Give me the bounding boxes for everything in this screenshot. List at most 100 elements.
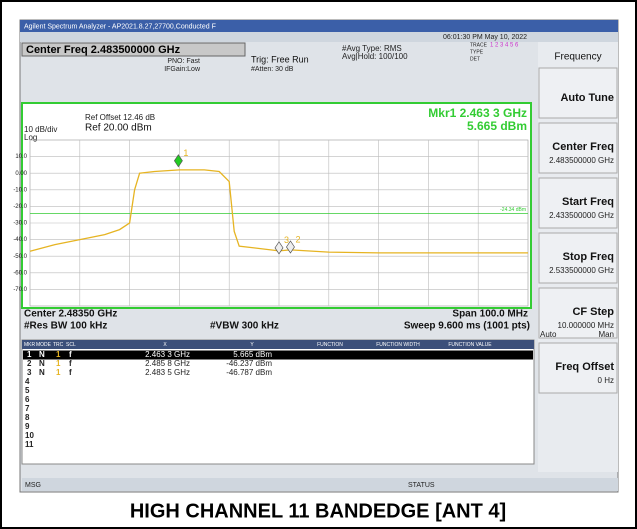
cell-x: 2.463 3 GHz [145,350,190,359]
cell-y: -46.237 dBm [226,359,272,368]
ref-offset: Ref Offset 12.46 dB [85,113,155,122]
label: Stop Freq [563,251,614,263]
table-header: FUNCTION [317,342,343,348]
table-header: TRC [53,342,64,348]
y-tick-label: -30.0 [13,221,27,227]
marker-table [21,339,535,465]
label: Auto Tune [560,92,614,104]
center-freq: Center Freq 2.483500000 GHz [26,44,181,56]
window-title: Agilent Spectrum Analyzer - AP2021.8.27,… [24,23,216,30]
menu-button[interactable] [538,287,618,339]
plot-frame [21,102,532,309]
menu-button[interactable] [538,342,618,394]
y-tick-label: 10.0 [15,154,27,160]
marker-number: 2 [295,234,300,244]
marker [274,241,284,255]
cell-y: -46.787 dBm [226,368,272,377]
center: Center 2.48350 GHz [24,309,117,320]
table-header: FUNCTION WIDTH [376,342,420,348]
label: Freq Offset [555,361,614,373]
row-number: 11 [25,440,34,449]
center-box [21,42,246,57]
table-header: MKR [24,342,36,348]
cell-mode: N [39,368,45,377]
value: 0 Hz [598,376,614,385]
table-header [22,340,534,349]
ifgain: IFGain:Low [164,66,201,73]
selected-row [23,350,533,360]
menu-button[interactable] [538,122,618,174]
row-number: 4 [25,377,30,386]
span: Span 100.0 MHz [452,309,528,320]
display-line: -24.34 dBm [500,207,526,213]
cell-scl: f [69,368,72,377]
cell-scl: f [69,350,72,359]
msg: MSG [25,482,41,489]
value: 2.533500000 GHz [549,266,614,275]
cell-n: 3 [27,368,32,377]
status-bar [22,478,618,491]
y-tick-label: -40.0 [13,237,27,243]
value: 10.000000 MHz [558,321,614,330]
mkr-level: 5.665 dBm [467,119,527,133]
cell-trc: 1 [56,368,61,377]
cell-mode: N [39,359,45,368]
title-bar [20,20,618,32]
y-tick-label: -70.0 [13,287,27,293]
y-tick-label: -60.0 [13,270,27,276]
avg-hold: Avg|Hold: 100/100 [342,52,408,61]
log: Log [24,133,37,142]
table-header: SCL [66,342,76,348]
datetime: 06:01:30 PM May 10, 2022 [443,34,527,41]
cell-y: 5.665 dBm [233,350,272,359]
cell-n: 1 [27,350,32,359]
det-label: DET [470,56,480,62]
mkr-freq: Mkr1 2.463 3 GHz [428,106,527,120]
table-header: X [163,342,167,348]
vbw: #VBW 300 kHz [210,321,279,332]
pno: PNO: Fast [167,58,200,65]
avg-type: #Avg Type: RMS [342,44,402,53]
label: Start Freq [562,196,614,208]
cell-scl: f [69,359,72,368]
type-label: TYPE [470,49,484,55]
trace-label: TRACE [470,42,488,48]
row-number: 5 [25,386,30,395]
row-number: 9 [25,422,30,431]
menu-button[interactable] [538,232,618,284]
y-tick-label: -20.0 [13,204,27,210]
status: STATUS [408,482,435,489]
row-number: 8 [25,413,30,422]
atten: #Atten: 30 dB [251,66,294,73]
trace-nums: 1 2 3 4 5 6 [490,43,519,49]
marker [286,240,295,254]
cell-x: 2.483 5 GHz [145,368,190,377]
cell-trc: 1 [56,350,61,359]
row-number: 10 [25,431,34,440]
value: 2.483500000 GHz [549,156,614,165]
trig: Trig: Free Run [251,54,309,64]
menu-button[interactable] [538,67,618,119]
cell-trc: 1 [56,359,61,368]
table-header: MODE [36,342,52,348]
table-header: FUNCTION VALUE [448,342,492,348]
y-tick-label: -50.0 [13,254,27,260]
cell-n: 2 [27,359,32,368]
y-tick-label: -10.0 [13,187,27,193]
caption: HIGH CHANNEL 11 BANDEDGE [ANT 4] [130,500,506,522]
table-header: Y [250,342,254,348]
cell-mode: N [39,350,45,359]
ref: Ref 20.00 dBm [85,123,152,134]
row-number: 6 [25,395,30,404]
menu-button[interactable] [538,177,618,229]
marker [173,154,183,168]
trace [29,169,528,254]
man: Man [598,330,614,339]
cell-x: 2.485 8 GHz [145,359,190,368]
scale: 10 dB/div [24,125,57,134]
label: Center Freq [552,141,614,153]
rbw: #Res BW 100 kHz [24,321,107,332]
y-tick-label: 0.00 [15,171,27,177]
marker-number: 3 [284,235,289,245]
